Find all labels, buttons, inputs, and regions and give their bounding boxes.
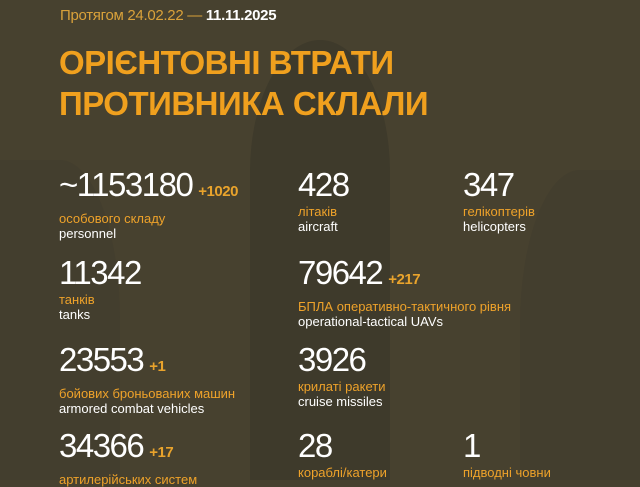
stat-aircraft: 428 літаків aircraft [298, 166, 350, 235]
period-label: Протягом 24.02.22 — 11.11.2025 [60, 7, 277, 24]
stat-helicopters: 347 гелікоптерів helicopters [463, 166, 535, 235]
page-title: ОРІЄНТОВНІ ВТРАТИ ПРОТИВНИКА СКЛАЛИ [59, 44, 429, 122]
stat-personnel: ~1153180 +1020 особового складу personnel [59, 166, 238, 242]
stat-cruise-missiles: 3926 крилаті ракети cruise missiles [298, 341, 386, 410]
stat-armored-vehicles: 23553 +1 бойових броньованих машин armored… [59, 341, 236, 417]
stat-ships: 28 кораблі/катери [298, 427, 387, 481]
background-shape [250, 40, 390, 480]
background-shape [0, 160, 120, 480]
stat-tanks: 11342 танків tanks [59, 254, 142, 323]
stat-artillery: 34366 +17 артилерійських систем [59, 427, 198, 487]
background-shape [520, 170, 640, 480]
stat-submarines: 1 підводні човни [463, 427, 551, 481]
stat-uavs: 79642 +217 БПЛА оперативно-тактичного рів… [298, 254, 512, 330]
